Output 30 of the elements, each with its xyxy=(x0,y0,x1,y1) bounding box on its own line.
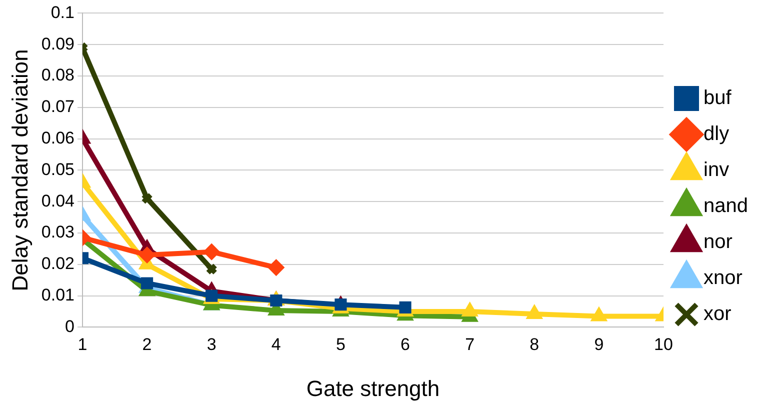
y-axis-title: Delay standard deviation xyxy=(7,49,32,292)
x-tick-label: 10 xyxy=(654,335,673,354)
legend-label: xnor xyxy=(704,267,743,290)
x-tick-label: 5 xyxy=(336,335,346,354)
x-tick-label: 3 xyxy=(206,335,216,354)
x-tick-label: 4 xyxy=(271,335,281,354)
x-tick-label: 2 xyxy=(142,335,152,354)
y-tick-label: 0.08 xyxy=(41,66,74,85)
y-tick-label: 0.1 xyxy=(50,2,74,22)
y-tick-label: 0.03 xyxy=(41,222,74,242)
y-tick-label: 0.06 xyxy=(41,128,74,148)
x-tick-label: 6 xyxy=(400,335,410,354)
y-tick-label: 0 xyxy=(65,316,74,336)
y-tick-label: 0.07 xyxy=(41,97,74,116)
x-tick-label: 7 xyxy=(465,335,475,354)
legend-label: xor xyxy=(704,303,732,326)
y-tick-label: 0.04 xyxy=(41,191,74,210)
legend-label: nor xyxy=(704,231,733,254)
y-tick-label: 0.05 xyxy=(41,160,74,179)
legend-label: inv xyxy=(704,159,730,182)
x-tick-label: 1 xyxy=(78,335,88,354)
legend-label: buf xyxy=(704,87,732,110)
legend-label: dly xyxy=(704,123,730,146)
legend-label: nand xyxy=(704,195,748,218)
x-tick-label: 8 xyxy=(530,335,540,354)
y-tick-label: 0.01 xyxy=(41,285,74,304)
x-tick-label: 9 xyxy=(594,335,604,354)
x-axis-title: Gate strength xyxy=(306,376,440,401)
y-tick-label: 0.02 xyxy=(41,254,74,274)
y-tick-label: 0.09 xyxy=(41,34,74,54)
